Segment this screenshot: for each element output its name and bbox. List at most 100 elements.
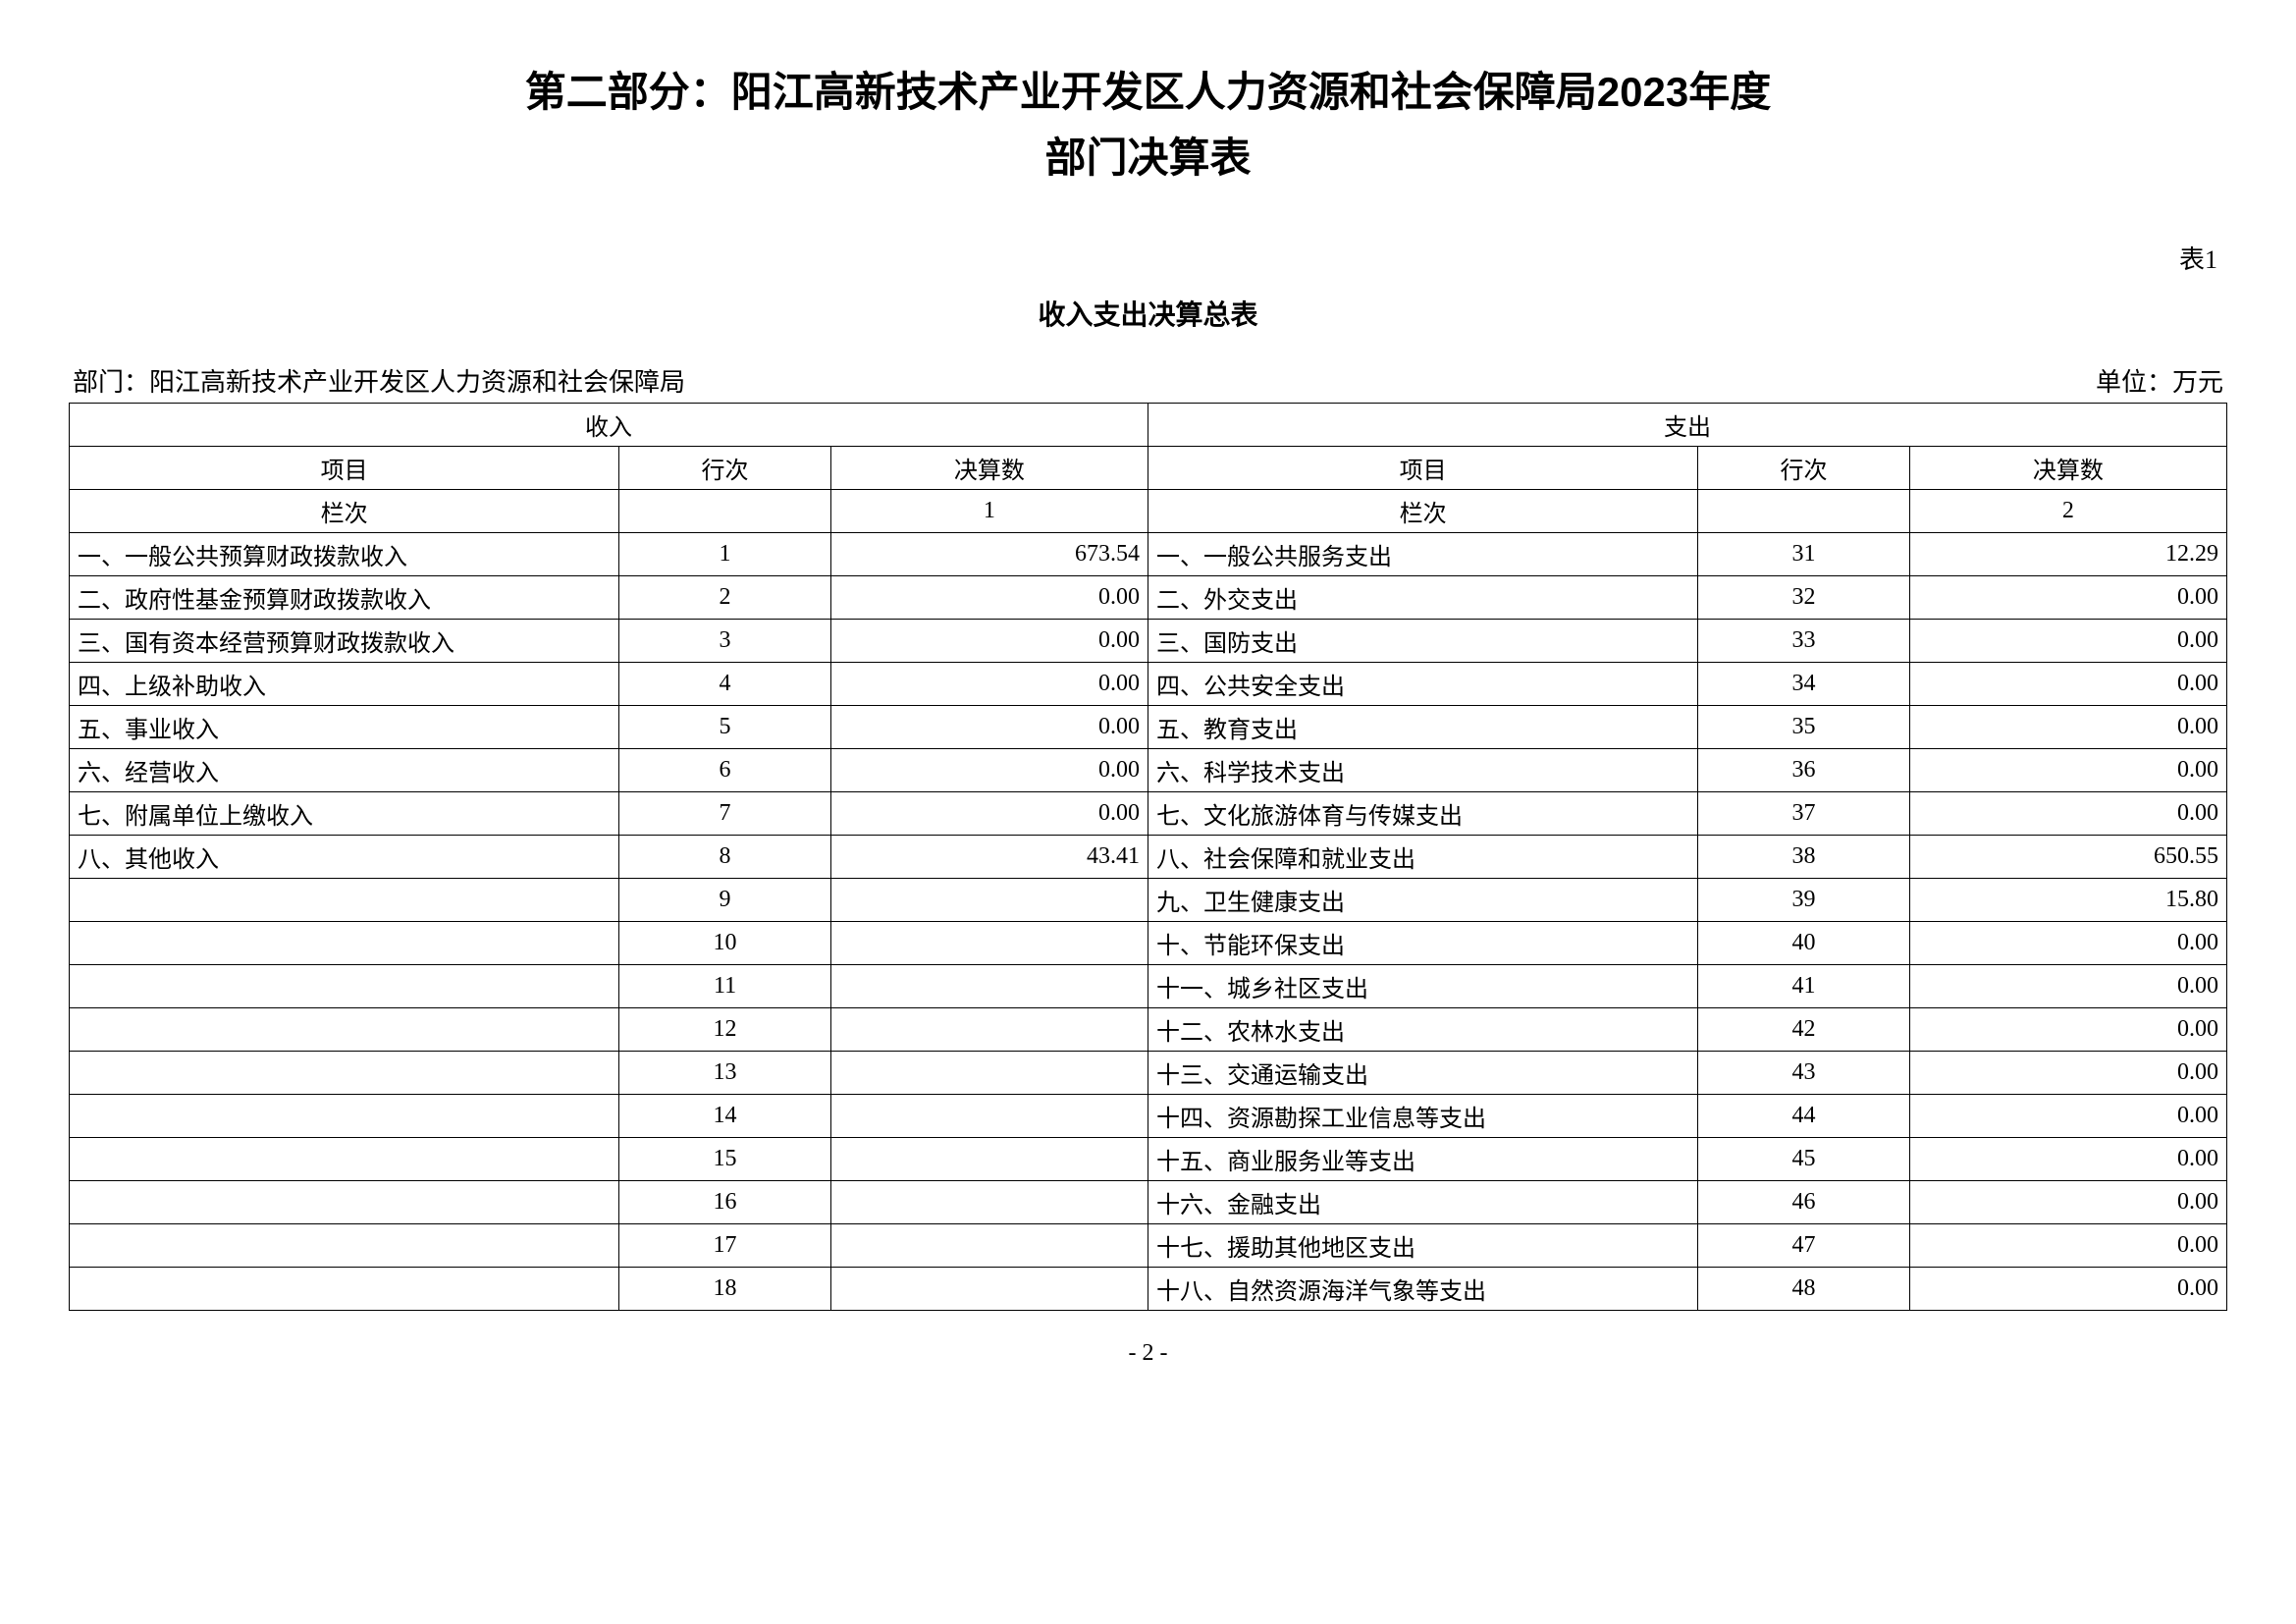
table-row: 18十八、自然资源海洋气象等支出480.00: [70, 1268, 2227, 1311]
income-item-cell: [70, 965, 619, 1008]
expense-item-cell: 二、外交支出: [1148, 576, 1697, 620]
colnum-blank-1: [619, 490, 830, 533]
expense-item-cell: 十三、交通运输支出: [1148, 1052, 1697, 1095]
income-item-cell: 五、事业收入: [70, 706, 619, 749]
expense-amount-cell: 0.00: [1909, 749, 2226, 792]
income-amount-cell: [830, 1052, 1148, 1095]
income-item-cell: [70, 1095, 619, 1138]
income-amount-cell: [830, 965, 1148, 1008]
header-income: 收入: [70, 404, 1148, 447]
income-amount-cell: 673.54: [830, 533, 1148, 576]
header-expense-item: 项目: [1148, 447, 1697, 490]
income-item-cell: [70, 1008, 619, 1052]
expense-amount-cell: 12.29: [1909, 533, 2226, 576]
income-line-cell: 14: [619, 1095, 830, 1138]
expense-item-cell: 三、国防支出: [1148, 620, 1697, 663]
department-label: 部门：阳江高新技术产业开发区人力资源和社会保障局: [73, 362, 685, 399]
income-item-cell: 二、政府性基金预算财政拨款收入: [70, 576, 619, 620]
header-income-item: 项目: [70, 447, 619, 490]
expense-item-cell: 十一、城乡社区支出: [1148, 965, 1697, 1008]
expense-amount-cell: 0.00: [1909, 706, 2226, 749]
income-amount-cell: 43.41: [830, 836, 1148, 879]
unit-label: 单位：万元: [2096, 362, 2223, 399]
colnum-label-1: 栏次: [70, 490, 619, 533]
expense-item-cell: 六、科学技术支出: [1148, 749, 1697, 792]
income-line-cell: 13: [619, 1052, 830, 1095]
header-row-3: 栏次 1 栏次 2: [70, 490, 2227, 533]
header-income-line: 行次: [619, 447, 830, 490]
income-item-cell: 八、其他收入: [70, 836, 619, 879]
expense-item-cell: 五、教育支出: [1148, 706, 1697, 749]
income-line-cell: 15: [619, 1138, 830, 1181]
expense-amount-cell: 0.00: [1909, 922, 2226, 965]
income-item-cell: [70, 1181, 619, 1224]
income-amount-cell: 0.00: [830, 792, 1148, 836]
expense-amount-cell: 650.55: [1909, 836, 2226, 879]
income-amount-cell: 0.00: [830, 576, 1148, 620]
expense-line-cell: 41: [1698, 965, 1909, 1008]
table-row: 六、经营收入60.00六、科学技术支出360.00: [70, 749, 2227, 792]
expense-line-cell: 37: [1698, 792, 1909, 836]
income-line-cell: 16: [619, 1181, 830, 1224]
expense-item-cell: 八、社会保障和就业支出: [1148, 836, 1697, 879]
table-row: 12十二、农林水支出420.00: [70, 1008, 2227, 1052]
income-item-cell: [70, 1138, 619, 1181]
expense-item-cell: 十八、自然资源海洋气象等支出: [1148, 1268, 1697, 1311]
income-item-cell: 四、上级补助收入: [70, 663, 619, 706]
table-row: 16十六、金融支出460.00: [70, 1181, 2227, 1224]
income-line-cell: 1: [619, 533, 830, 576]
table-row: 15十五、商业服务业等支出450.00: [70, 1138, 2227, 1181]
income-amount-cell: 0.00: [830, 749, 1148, 792]
expense-amount-cell: 0.00: [1909, 965, 2226, 1008]
expense-amount-cell: 15.80: [1909, 879, 2226, 922]
table-row: 三、国有资本经营预算财政拨款收入30.00三、国防支出330.00: [70, 620, 2227, 663]
table-row: 17十七、援助其他地区支出470.00: [70, 1224, 2227, 1268]
expense-line-cell: 40: [1698, 922, 1909, 965]
income-item-cell: [70, 1052, 619, 1095]
table-row: 10十、节能环保支出400.00: [70, 922, 2227, 965]
income-line-cell: 2: [619, 576, 830, 620]
table-number: 表1: [69, 240, 2227, 276]
income-line-cell: 10: [619, 922, 830, 965]
header-income-amount: 决算数: [830, 447, 1148, 490]
expense-amount-cell: 0.00: [1909, 792, 2226, 836]
table-row: 14十四、资源勘探工业信息等支出440.00: [70, 1095, 2227, 1138]
expense-item-cell: 四、公共安全支出: [1148, 663, 1697, 706]
income-line-cell: 3: [619, 620, 830, 663]
income-line-cell: 17: [619, 1224, 830, 1268]
income-item-cell: 一、一般公共预算财政拨款收入: [70, 533, 619, 576]
income-line-cell: 18: [619, 1268, 830, 1311]
expense-line-cell: 46: [1698, 1181, 1909, 1224]
table-row: 七、附属单位上缴收入70.00七、文化旅游体育与传媒支出370.00: [70, 792, 2227, 836]
income-amount-cell: [830, 1224, 1148, 1268]
expense-line-cell: 35: [1698, 706, 1909, 749]
table-row: 五、事业收入50.00五、教育支出350.00: [70, 706, 2227, 749]
table-subtitle: 收入支出决算总表: [69, 294, 2227, 333]
expense-line-cell: 31: [1698, 533, 1909, 576]
colnum-2: 2: [1909, 490, 2226, 533]
income-amount-cell: [830, 879, 1148, 922]
income-item-cell: 七、附属单位上缴收入: [70, 792, 619, 836]
expense-line-cell: 42: [1698, 1008, 1909, 1052]
table-row: 二、政府性基金预算财政拨款收入20.00二、外交支出320.00: [70, 576, 2227, 620]
income-amount-cell: [830, 1138, 1148, 1181]
header-expense: 支出: [1148, 404, 2226, 447]
expense-item-cell: 七、文化旅游体育与传媒支出: [1148, 792, 1697, 836]
expense-amount-cell: 0.00: [1909, 1268, 2226, 1311]
expense-line-cell: 43: [1698, 1052, 1909, 1095]
table-row: 9九、卫生健康支出3915.80: [70, 879, 2227, 922]
expense-line-cell: 36: [1698, 749, 1909, 792]
income-line-cell: 12: [619, 1008, 830, 1052]
income-item-cell: 三、国有资本经营预算财政拨款收入: [70, 620, 619, 663]
expense-amount-cell: 0.00: [1909, 1052, 2226, 1095]
expense-item-cell: 十六、金融支出: [1148, 1181, 1697, 1224]
expense-amount-cell: 0.00: [1909, 663, 2226, 706]
table-row: 13 十三、交通运输支出430.00: [70, 1052, 2227, 1095]
income-item-cell: [70, 922, 619, 965]
expense-line-cell: 33: [1698, 620, 1909, 663]
income-amount-cell: [830, 1095, 1148, 1138]
expense-item-cell: 十七、援助其他地区支出: [1148, 1224, 1697, 1268]
title-line-2: 部门决算表: [69, 125, 2227, 190]
expense-amount-cell: 0.00: [1909, 1224, 2226, 1268]
colnum-blank-2: [1698, 490, 1909, 533]
